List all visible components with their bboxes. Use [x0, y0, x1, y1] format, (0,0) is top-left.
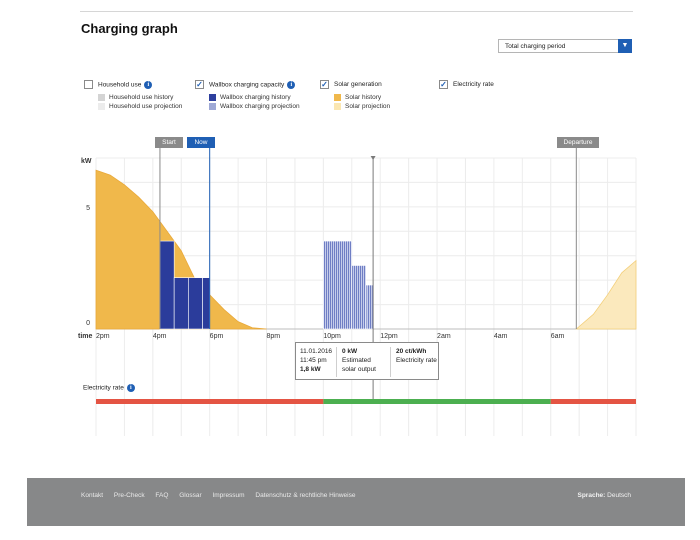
- tooltip-solar-label: solar output: [342, 366, 376, 373]
- wallbox-checkbox[interactable]: ✓: [195, 80, 204, 89]
- chart-tooltip: 11.01.2016 11:45 pm 1,8 kW 0 kW Estimate…: [295, 342, 439, 380]
- legend-item-label: Wallbox charging history: [220, 94, 291, 101]
- electricity-rate-checkbox[interactable]: ✓: [439, 80, 448, 89]
- start-marker-flag[interactable]: Start: [155, 137, 183, 148]
- y-axis-label: kW: [81, 158, 92, 165]
- x-tick-label: 8pm: [267, 333, 281, 340]
- x-tick-label: 12pm: [380, 333, 398, 340]
- footer-link-kontakt[interactable]: Kontakt: [81, 492, 104, 499]
- household-use-checkbox[interactable]: [84, 80, 93, 89]
- departure-marker-flag[interactable]: Departure: [557, 137, 599, 148]
- wallbox-projection-bar: [365, 284, 374, 330]
- electricity-rate-label-text: Electricity rate: [83, 384, 124, 392]
- footer-link-pre-check[interactable]: Pre-Check: [113, 492, 145, 499]
- legend-item-label: Solar history: [345, 94, 382, 101]
- x-axis-label: time: [78, 333, 93, 340]
- tooltip-divider: [336, 347, 337, 377]
- info-icon[interactable]: i: [126, 384, 135, 392]
- language-label: Sprache:: [577, 492, 606, 499]
- household-projection-swatch: [98, 103, 105, 110]
- wallbox-projection-bar: [351, 265, 367, 330]
- electricity-rate-label: Electricity rate i: [83, 384, 135, 392]
- footer-link-glossar[interactable]: Glossar: [179, 492, 202, 499]
- wallbox-history-bar: [159, 240, 175, 330]
- footer-link-impressum[interactable]: Impressum: [212, 492, 245, 499]
- wallbox-projection-swatch: [209, 103, 216, 110]
- x-tick-label: 10pm: [323, 333, 341, 340]
- electricity-rate-legend-label: Electricity rate: [453, 81, 494, 88]
- tooltip-solar-value: 0 kW: [342, 348, 358, 355]
- solar-projection-area: [575, 259, 637, 330]
- now-marker-flag[interactable]: Now: [187, 137, 215, 148]
- footer-link-datenschutz[interactable]: Datenschutz & rechtliche Hinweise: [255, 492, 356, 499]
- x-tick-label: 2am: [437, 333, 451, 340]
- footer-link-faq[interactable]: FAQ: [155, 492, 169, 499]
- tooltip-divider: [390, 347, 391, 377]
- x-tick-label: 2pm: [96, 333, 110, 340]
- tooltip-rate-label: Electricity rate: [396, 357, 437, 364]
- legend-item-label: Household use projection: [109, 103, 183, 110]
- solar-checkbox[interactable]: ✓: [320, 80, 329, 89]
- info-icon[interactable]: i: [287, 81, 296, 89]
- household-use-label: Household use: [98, 81, 142, 89]
- x-tick-label: 6am: [551, 333, 565, 340]
- legend-item-label: Solar projection: [345, 103, 391, 110]
- legend-item-label: Household use history: [109, 94, 174, 101]
- wallbox-history-bar: [173, 277, 189, 330]
- info-icon[interactable]: i: [144, 81, 153, 89]
- tooltip-value: 1,8 kW: [300, 366, 321, 373]
- rate-segment-high: [550, 399, 636, 404]
- top-divider: [80, 11, 633, 12]
- household-history-swatch: [98, 94, 105, 101]
- wallbox-history-bar: [188, 277, 203, 330]
- language-switch[interactable]: Sprache: Deutsch: [578, 492, 632, 499]
- wallbox-projection-bar: [323, 240, 353, 330]
- solar-label: Solar generation: [334, 81, 382, 88]
- chevron-down-icon[interactable]: ▼: [618, 39, 632, 53]
- legend-item-label: Wallbox charging projection: [220, 103, 300, 110]
- y-tick-label: 5: [86, 205, 90, 212]
- page-title: Charging graph: [81, 21, 178, 36]
- y-tick-label: 0: [86, 320, 90, 327]
- tooltip-date: 11.01.2016: [300, 348, 333, 355]
- cursor-handle-icon: [370, 156, 376, 160]
- solar-history-swatch: [334, 94, 341, 101]
- footer: Kontakt Pre-Check FAQ Glossar Impressum …: [27, 478, 685, 526]
- footer-links: Kontakt Pre-Check FAQ Glossar Impressum …: [81, 492, 364, 499]
- tooltip-solar-label: Estimated: [342, 357, 371, 364]
- language-value: Deutsch: [607, 492, 631, 499]
- x-tick-label: 4pm: [153, 333, 167, 340]
- rate-segment-low: [323, 399, 551, 404]
- wallbox-label: Wallbox charging capacity: [209, 81, 285, 89]
- x-tick-label: 6pm: [210, 333, 224, 340]
- tooltip-time: 11:45 pm: [300, 357, 327, 364]
- wallbox-history-bar: [202, 277, 210, 330]
- solar-projection-swatch: [334, 103, 341, 110]
- wallbox-history-swatch: [209, 94, 216, 101]
- tooltip-rate-value: 20 ct/kWh: [396, 348, 427, 355]
- period-select[interactable]: Total charging period ▼: [498, 39, 632, 53]
- rate-segment-high: [96, 399, 324, 404]
- period-select-value: Total charging period: [505, 43, 566, 50]
- solar-history-area: [95, 169, 267, 330]
- x-tick-label: 4am: [494, 333, 508, 340]
